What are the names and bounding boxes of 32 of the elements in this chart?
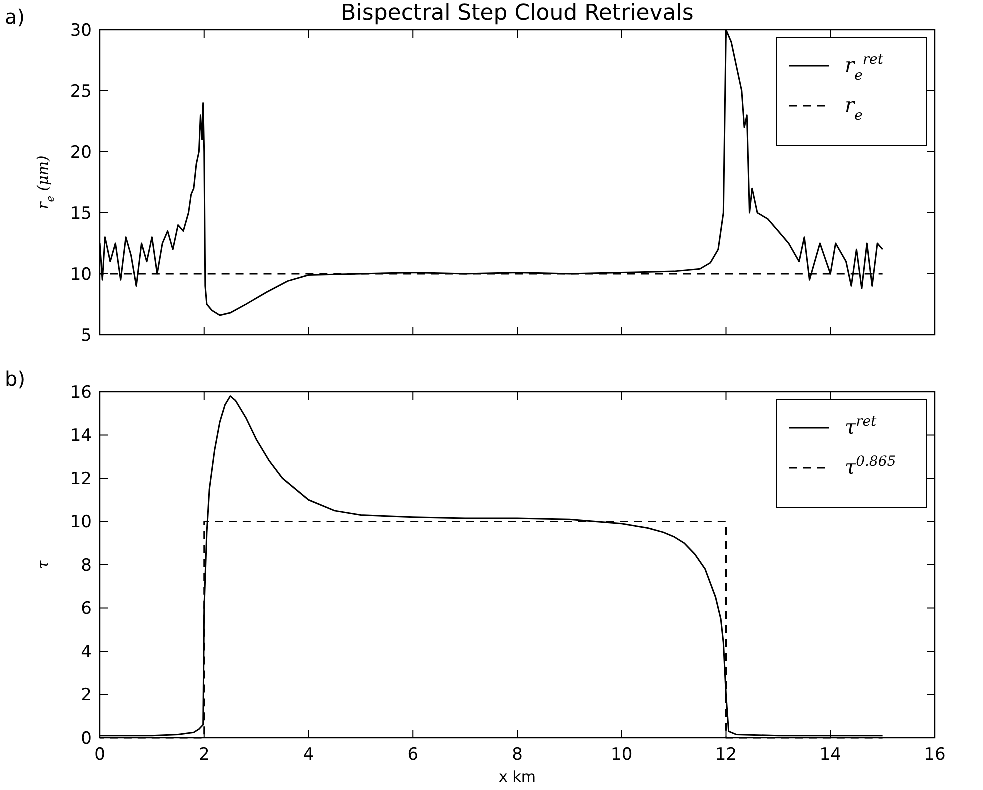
y-tick-label: 14 (70, 426, 92, 446)
y-tick-label: 5 (81, 326, 92, 346)
y-tick-label: 30 (70, 20, 92, 41)
y-tick-label: 12 (70, 469, 92, 490)
x-tick-label: 6 (408, 745, 419, 765)
x-tick-label: 0 (94, 745, 106, 765)
x-tick-label: 12 (715, 745, 738, 765)
x-tick-label: 8 (512, 745, 523, 765)
y-tick-label: 0 (81, 728, 92, 749)
chart-title: Bispectral Step Cloud Retrievals (341, 1, 694, 26)
x-tick-label: 16 (924, 745, 946, 765)
x-axis-title: x km (499, 768, 536, 786)
y-tick-label: 16 (70, 382, 92, 403)
legend-label: τ$^{ret}$ (845, 414, 878, 439)
x-tick-label: 10 (611, 745, 633, 765)
y-tick-label: 2 (81, 686, 92, 706)
y-tick-label: 20 (70, 142, 92, 163)
x-tick-label: 2 (198, 745, 210, 765)
y-axis-title: τ (34, 560, 52, 570)
legend-label: r$_{e}$ (845, 93, 863, 124)
y-tick-label: 10 (70, 512, 92, 533)
x-tick-label: 14 (820, 745, 842, 765)
text: b) (5, 367, 26, 391)
y-tick-label: 10 (70, 264, 92, 285)
legend-label: τ$^{0.865}$ (845, 454, 896, 479)
text: a) (5, 5, 26, 29)
y-tick-label: 25 (70, 82, 92, 102)
y-tick-label: 4 (81, 642, 92, 662)
y-tick-label: 15 (70, 204, 92, 224)
y-tick-label: 6 (81, 599, 92, 620)
y-tick-label: 8 (81, 556, 92, 576)
x-tick-label: 4 (303, 745, 314, 765)
